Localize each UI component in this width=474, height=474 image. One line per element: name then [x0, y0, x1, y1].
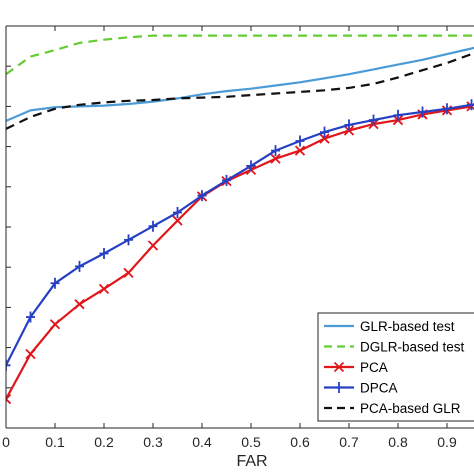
series-dpca — [6, 99, 474, 371]
legend-marker — [334, 382, 344, 393]
data-point — [98, 283, 110, 295]
data-point — [123, 267, 134, 278]
data-point — [246, 160, 256, 172]
data-point — [147, 240, 159, 251]
data-point — [50, 277, 60, 289]
series-dglr-based-test — [6, 34, 474, 76]
legend-label: DPCA — [360, 381, 398, 396]
data-point — [75, 260, 84, 272]
legend-label: PCA — [360, 360, 388, 375]
x-tick-label: 0.1 — [45, 434, 65, 450]
x-tick-label: 0.2 — [94, 434, 114, 450]
plot-area — [6, 34, 474, 405]
x-tick-label: 0.5 — [241, 434, 261, 450]
legend-label: GLR-based test — [360, 319, 455, 334]
data-point — [172, 215, 183, 226]
data-point — [124, 234, 133, 246]
data-point — [319, 133, 330, 144]
data-point — [442, 103, 452, 115]
data-point — [74, 299, 85, 310]
series-line — [6, 46, 474, 122]
series-line — [6, 105, 472, 400]
data-point — [197, 190, 207, 202]
data-point — [418, 106, 427, 118]
legend-label: DGLR-based test — [360, 340, 465, 355]
data-point — [6, 359, 11, 371]
axes — [5, 25, 474, 429]
data-point — [320, 126, 329, 138]
data-point — [26, 311, 35, 323]
data-point — [6, 393, 12, 405]
x-tick-label: 0.7 — [339, 434, 359, 450]
data-point — [270, 153, 281, 164]
series-line — [6, 34, 474, 76]
x-axis-label: FAR — [236, 453, 267, 470]
data-point — [294, 145, 306, 156]
x-tick-label: 0 — [2, 434, 10, 450]
data-point — [25, 348, 36, 360]
data-point — [343, 125, 355, 136]
series-pca — [6, 101, 474, 405]
series-glr-based-test — [6, 46, 474, 122]
x-ticks: 0 0.1 0.2 0.3 0.4 0.5 0.6 0.7 0.8 0.9 — [2, 26, 457, 450]
x-tick-label: 0.8 — [388, 434, 408, 450]
data-point — [393, 109, 403, 121]
data-point — [369, 114, 378, 126]
data-point — [295, 135, 305, 147]
data-point — [467, 99, 474, 111]
x-tick-label: 0.9 — [437, 434, 457, 450]
legend: GLR-based test DGLR-based test PCA DPCA PCA-… — [317, 312, 474, 422]
data-point — [173, 207, 182, 219]
legend-label: PCA-based GLR — [360, 401, 461, 416]
x-tick-label: 0.4 — [192, 434, 212, 450]
data-point — [49, 319, 61, 330]
x-tick-label: 0.6 — [290, 434, 310, 450]
data-point — [344, 119, 354, 131]
x-tick-label: 0.3 — [143, 434, 163, 450]
data-point — [148, 220, 158, 232]
data-point — [222, 174, 231, 186]
legend-marker — [333, 361, 345, 373]
data-point — [99, 248, 109, 260]
data-point — [271, 145, 280, 157]
